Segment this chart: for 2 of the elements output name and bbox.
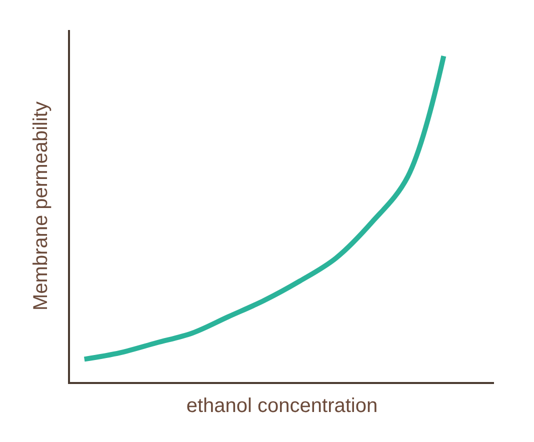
x-axis-title: ethanol concentration	[186, 395, 378, 417]
y-axis-title: Membrane permeability	[30, 102, 52, 310]
